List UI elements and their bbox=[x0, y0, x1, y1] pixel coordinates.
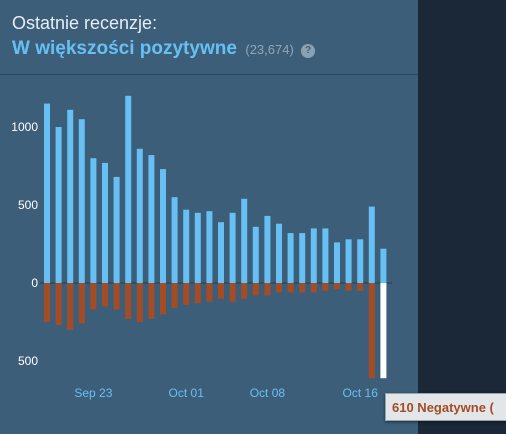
negative-bar-5[interactable] bbox=[102, 283, 108, 307]
negative-bar-11[interactable] bbox=[171, 283, 178, 308]
negative-bar-28[interactable] bbox=[368, 283, 375, 379]
positive-bar-15[interactable] bbox=[218, 222, 224, 283]
negative-bar-29[interactable] bbox=[380, 283, 387, 379]
help-icon[interactable]: ? bbox=[301, 44, 316, 58]
negative-bar-19[interactable] bbox=[264, 283, 271, 296]
positive-bar-1[interactable] bbox=[55, 127, 62, 283]
positive-bar-24[interactable] bbox=[322, 228, 329, 283]
y-tick-label: 1000 bbox=[11, 120, 38, 134]
y-tick-label: 500 bbox=[18, 198, 38, 212]
positive-bar-6[interactable] bbox=[113, 176, 120, 283]
positive-bar-27[interactable] bbox=[357, 239, 364, 283]
negative-bar-9[interactable] bbox=[148, 283, 155, 319]
negative-bar-4[interactable] bbox=[90, 283, 97, 310]
positive-bar-2[interactable] bbox=[67, 109, 74, 283]
negative-bar-13[interactable] bbox=[194, 283, 201, 304]
negative-bar-7[interactable] bbox=[125, 283, 132, 319]
positive-bar-21[interactable] bbox=[287, 233, 294, 283]
negative-bar-21[interactable] bbox=[287, 283, 294, 293]
negative-bar-27[interactable] bbox=[357, 283, 364, 291]
positive-bar-17[interactable] bbox=[241, 198, 248, 283]
positive-bar-3[interactable] bbox=[78, 119, 85, 283]
tooltip-text: 610 Negatywne ( bbox=[392, 400, 494, 415]
negative-bar-1[interactable] bbox=[55, 283, 62, 326]
positive-bar-26[interactable] bbox=[345, 239, 352, 283]
negative-bar-2[interactable] bbox=[67, 283, 74, 330]
positive-bar-5[interactable] bbox=[102, 162, 108, 283]
negative-bar-24[interactable] bbox=[322, 283, 329, 291]
negative-bar-22[interactable] bbox=[299, 283, 306, 293]
negative-bar-25[interactable] bbox=[334, 283, 340, 290]
positive-bar-22[interactable] bbox=[299, 233, 306, 283]
negative-bar-16[interactable] bbox=[229, 283, 236, 302]
positive-bar-16[interactable] bbox=[229, 212, 236, 283]
positive-bar-13[interactable] bbox=[194, 212, 201, 283]
review-summary-label[interactable]: W większości pozytywne bbox=[12, 38, 237, 59]
x-tick-label: Oct 01 bbox=[169, 386, 205, 400]
page-background bbox=[418, 0, 506, 434]
negative-bar-23[interactable] bbox=[310, 283, 317, 293]
positive-bar-14[interactable] bbox=[206, 211, 213, 283]
negative-bar-17[interactable] bbox=[241, 283, 248, 299]
negative-bar-3[interactable] bbox=[78, 283, 85, 324]
positive-bar-29[interactable] bbox=[380, 248, 387, 283]
negative-bar-20[interactable] bbox=[276, 283, 282, 293]
negative-bar-10[interactable] bbox=[160, 283, 166, 315]
negative-bar-0[interactable] bbox=[44, 283, 50, 322]
negative-bar-18[interactable] bbox=[252, 283, 259, 296]
positive-bar-11[interactable] bbox=[171, 197, 178, 283]
positive-bar-20[interactable] bbox=[276, 223, 282, 283]
review-summary[interactable]: W większości pozytywne (23,674) ? bbox=[12, 38, 316, 60]
divider bbox=[0, 74, 418, 75]
x-tick-label: Oct 16 bbox=[343, 386, 379, 400]
positive-bar-18[interactable] bbox=[252, 226, 259, 283]
negative-bar-26[interactable] bbox=[345, 283, 352, 291]
positive-bar-28[interactable] bbox=[368, 206, 375, 283]
x-tick-label: Oct 08 bbox=[250, 386, 286, 400]
negative-bar-15[interactable] bbox=[218, 283, 224, 299]
negative-bar-8[interactable] bbox=[136, 283, 143, 322]
y-tick-label: 500 bbox=[18, 354, 38, 368]
positive-bar-12[interactable] bbox=[183, 209, 190, 283]
y-tick-label: 0 bbox=[31, 276, 38, 290]
positive-bar-7[interactable] bbox=[125, 95, 132, 283]
negative-bar-6[interactable] bbox=[113, 283, 120, 310]
negative-bar-14[interactable] bbox=[206, 283, 213, 302]
positive-bar-0[interactable] bbox=[44, 103, 50, 283]
positive-bar-4[interactable] bbox=[90, 158, 97, 283]
positive-bar-19[interactable] bbox=[264, 215, 271, 283]
positive-bar-8[interactable] bbox=[136, 148, 143, 283]
chart-tooltip: 610 Negatywne ( bbox=[385, 393, 506, 421]
review-histogram-chart: 1000 500 0 500 Sep 23 Oct 01 Oct 08 Oct 16 bbox=[11, 95, 392, 400]
positive-bar-10[interactable] bbox=[160, 169, 166, 283]
positive-bar-23[interactable] bbox=[310, 228, 317, 283]
x-tick-label: Sep 23 bbox=[74, 386, 112, 400]
recent-reviews-heading: Ostatnie recenzje: bbox=[12, 13, 158, 33]
positive-bar-9[interactable] bbox=[148, 155, 155, 283]
review-count: (23,674) bbox=[245, 42, 294, 57]
positive-bar-25[interactable] bbox=[334, 242, 340, 283]
negative-bar-12[interactable] bbox=[183, 283, 190, 305]
